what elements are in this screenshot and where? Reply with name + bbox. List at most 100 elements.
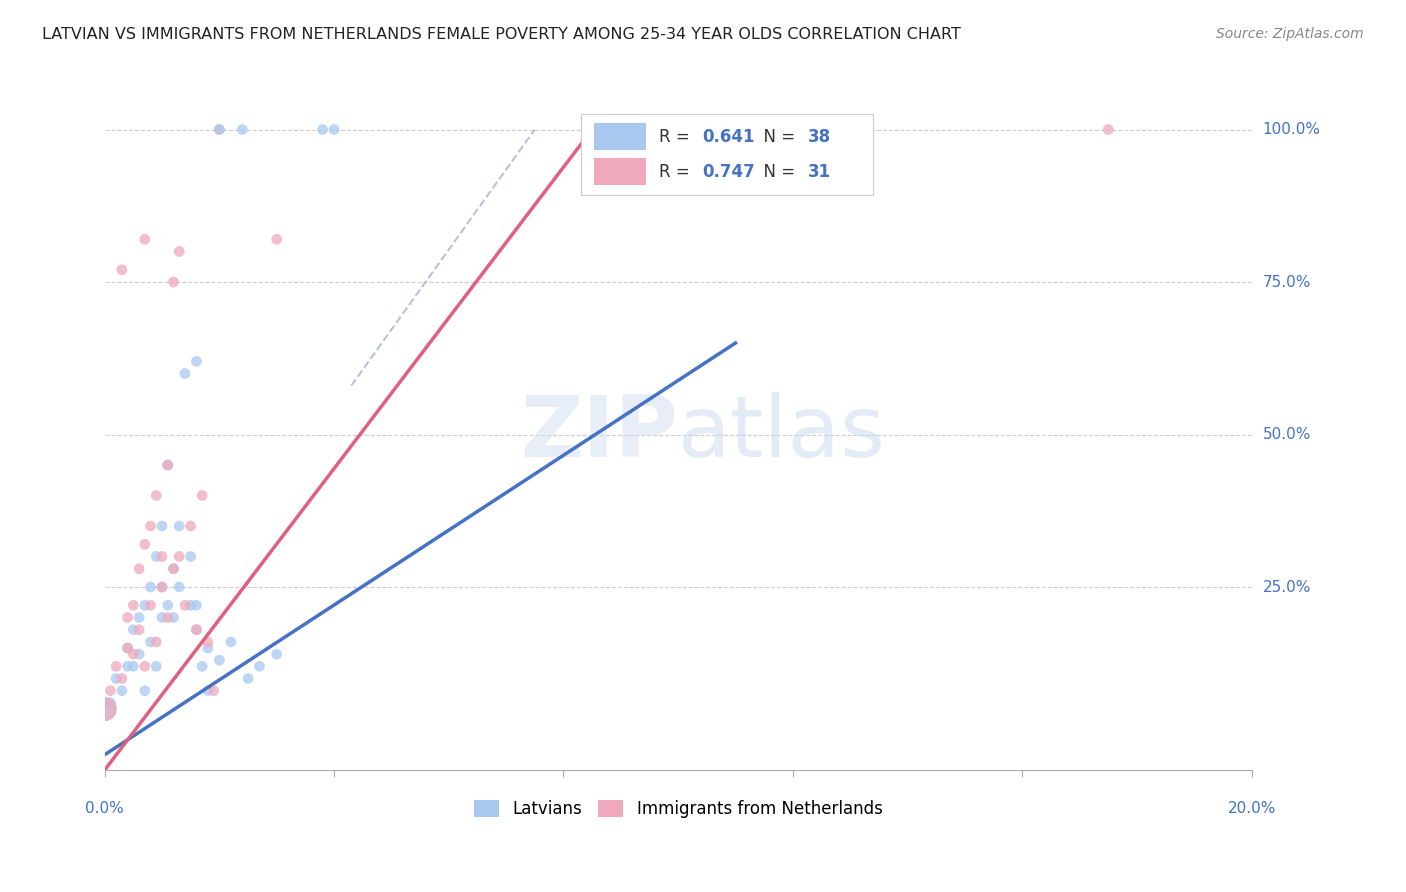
Point <box>93 702 115 716</box>
Point <box>236 672 259 686</box>
Point <box>128 647 150 661</box>
Point <box>156 610 179 624</box>
Point <box>167 519 190 533</box>
Point <box>122 647 145 661</box>
Text: 75.0%: 75.0% <box>1263 275 1310 290</box>
Point <box>219 635 242 649</box>
Point <box>186 354 208 368</box>
Point <box>122 623 145 637</box>
Point <box>150 519 173 533</box>
Point <box>266 647 288 661</box>
Point <box>197 640 219 655</box>
Point <box>139 580 162 594</box>
Point <box>156 458 179 472</box>
Point <box>162 610 184 624</box>
Text: R =: R = <box>658 128 695 145</box>
Point <box>180 599 202 613</box>
Text: 25.0%: 25.0% <box>1263 580 1310 594</box>
Text: Source: ZipAtlas.com: Source: ZipAtlas.com <box>1216 27 1364 41</box>
Point <box>186 623 208 637</box>
Point <box>208 122 231 136</box>
Text: LATVIAN VS IMMIGRANTS FROM NETHERLANDS FEMALE POVERTY AMONG 25-34 YEAR OLDS CORR: LATVIAN VS IMMIGRANTS FROM NETHERLANDS F… <box>42 27 962 42</box>
Point <box>134 599 156 613</box>
Text: atlas: atlas <box>678 392 886 475</box>
Legend: Latvians, Immigrants from Netherlands: Latvians, Immigrants from Netherlands <box>467 793 889 825</box>
Point <box>145 489 167 503</box>
Point <box>174 599 197 613</box>
Point <box>323 122 346 136</box>
Point <box>231 122 253 136</box>
Point <box>139 599 162 613</box>
Bar <box>595 158 645 185</box>
Point <box>145 659 167 673</box>
Point <box>134 232 156 246</box>
Point <box>191 489 214 503</box>
Point <box>150 610 173 624</box>
Point <box>156 599 179 613</box>
Text: 20.0%: 20.0% <box>1227 800 1275 815</box>
Point <box>128 562 150 576</box>
Point <box>180 549 202 564</box>
Point <box>180 519 202 533</box>
Text: 0.641: 0.641 <box>702 128 755 145</box>
Point <box>134 659 156 673</box>
Point <box>167 549 190 564</box>
Point <box>128 623 150 637</box>
Point <box>93 702 115 716</box>
Point <box>150 580 173 594</box>
Point <box>145 549 167 564</box>
Point <box>156 458 179 472</box>
Point <box>100 696 122 710</box>
Text: 50.0%: 50.0% <box>1263 427 1310 442</box>
Point <box>162 275 184 289</box>
Point <box>105 659 128 673</box>
Point <box>191 659 214 673</box>
Point <box>111 683 134 698</box>
Point <box>122 599 145 613</box>
Point <box>162 562 184 576</box>
Point <box>311 122 333 136</box>
Point <box>150 549 173 564</box>
Point <box>134 537 156 551</box>
Text: 100.0%: 100.0% <box>1263 122 1320 137</box>
Point <box>174 367 197 381</box>
Point <box>208 653 231 667</box>
Point <box>208 122 231 136</box>
Point <box>167 244 190 259</box>
Text: 0.747: 0.747 <box>702 162 755 181</box>
Point <box>162 562 184 576</box>
Point <box>202 683 225 698</box>
Text: ZIP: ZIP <box>520 392 678 475</box>
Point <box>139 635 162 649</box>
Point <box>111 262 134 277</box>
Point <box>117 640 139 655</box>
Point <box>186 599 208 613</box>
Point <box>111 672 134 686</box>
Point <box>117 659 139 673</box>
Point <box>186 623 208 637</box>
Text: N =: N = <box>752 162 800 181</box>
Point <box>128 610 150 624</box>
Point <box>122 659 145 673</box>
Point <box>197 683 219 698</box>
Point <box>197 635 219 649</box>
Point <box>167 580 190 594</box>
Text: N =: N = <box>752 128 800 145</box>
FancyBboxPatch shape <box>581 114 873 194</box>
Point <box>145 635 167 649</box>
Point <box>117 610 139 624</box>
Point <box>249 659 271 673</box>
Text: 38: 38 <box>807 128 831 145</box>
Text: R =: R = <box>658 162 695 181</box>
Point <box>150 580 173 594</box>
Point <box>100 683 122 698</box>
Text: 0.0%: 0.0% <box>86 800 124 815</box>
Point <box>105 672 128 686</box>
Bar <box>595 123 645 150</box>
Point <box>139 519 162 533</box>
Point <box>1097 122 1119 136</box>
Point <box>134 683 156 698</box>
Point <box>266 232 288 246</box>
Text: 31: 31 <box>807 162 831 181</box>
Point <box>117 640 139 655</box>
